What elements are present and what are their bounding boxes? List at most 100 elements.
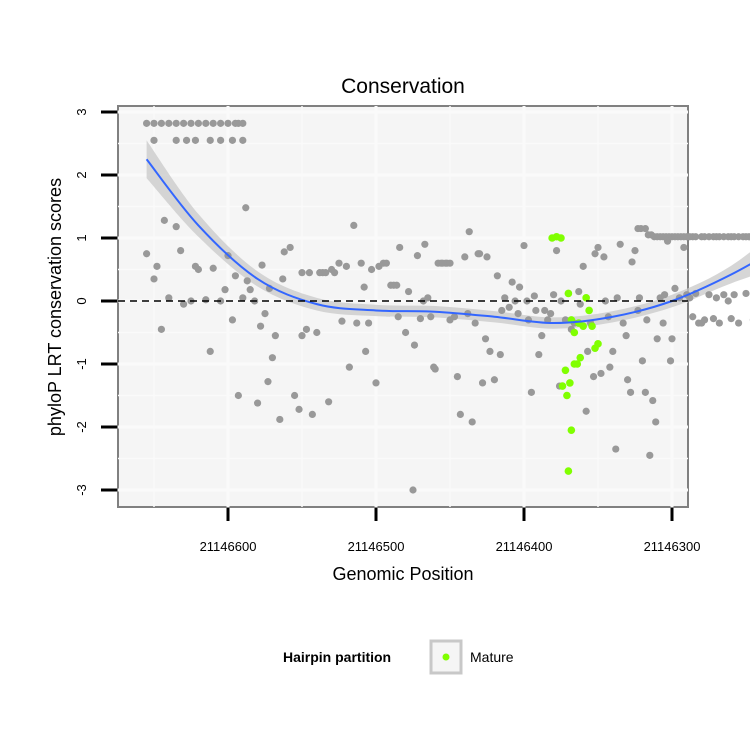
data-point [217,136,225,144]
data-point [730,291,738,299]
data-point [367,265,376,274]
data-point [584,347,592,355]
data-point [243,277,251,285]
data-point [427,313,435,321]
data-point [342,262,350,270]
mature-point [563,391,571,400]
mature-point [564,467,573,475]
data-point [187,119,195,127]
data-point [150,119,158,127]
data-point [493,272,501,280]
data-point [646,451,654,459]
data-point [258,261,266,269]
data-point [582,407,590,415]
data-point [601,297,610,305]
data-point [322,269,330,277]
data-point [705,291,713,299]
data-point [157,119,165,127]
data-point [246,286,254,294]
data-point [330,269,339,277]
data-point [530,292,538,300]
data-point [446,259,454,267]
data-point [668,335,676,343]
data-point [471,319,479,327]
data-point [550,291,558,299]
data-point [535,350,543,359]
data-point [501,294,509,302]
data-point [515,283,524,291]
data-point [234,119,242,127]
x-tick-label: 21146400 [496,539,553,554]
data-point [143,250,151,258]
data-point [234,391,242,400]
data-point [666,357,675,365]
chart-title: Conservation [341,75,465,98]
data-point [659,319,667,327]
data-point [416,315,424,323]
mature-point [567,426,576,434]
data-point [606,363,614,371]
data-point [692,233,700,241]
data-point [180,119,188,127]
data-point [295,405,303,413]
data-point [206,136,214,144]
data-point [353,319,361,327]
data-point [242,204,250,212]
data-point [641,224,649,233]
data-point [520,241,528,250]
data-point [256,322,265,330]
data-point [396,243,404,252]
data-point [372,379,380,387]
data-point [382,259,390,267]
x-tick-label: 21146500 [348,539,405,554]
data-point [450,313,459,321]
mature-point [566,379,574,387]
y-tick-label: 2 [74,171,89,178]
data-point [194,119,202,127]
mature-point [576,353,585,362]
data-point [715,319,723,327]
data-point [177,247,185,255]
y-axis-title: phyloP LRT conservation scores [45,178,65,436]
data-point [552,247,561,255]
data-point [153,262,161,270]
data-point [335,259,343,267]
data-point [202,296,210,304]
data-point [486,347,494,355]
data-point [661,291,669,299]
data-point [505,303,513,311]
data-point [276,415,284,424]
data-point [724,297,732,305]
data-point [609,347,617,355]
data-point [527,388,536,396]
data-point [597,369,605,378]
data-point [468,418,476,426]
legend-label-mature: Mature [470,649,514,665]
data-point [413,252,422,260]
data-point [338,317,346,325]
data-point [291,391,299,400]
data-point [456,410,464,418]
data-point [410,341,419,349]
data-point [689,313,697,321]
data-point [421,240,429,248]
data-point [209,264,217,272]
data-point [628,258,636,266]
data-point [280,248,288,256]
data-point [671,284,679,292]
mature-point [579,322,587,331]
data-point [576,300,584,308]
y-tick-label: 1 [74,234,89,241]
data-point [261,310,269,318]
data-point [544,316,552,324]
data-point [365,319,373,327]
data-point [224,119,232,127]
data-point [538,332,546,340]
data-point [652,418,660,426]
data-point [557,297,565,305]
data-point [165,294,173,302]
data-point [209,119,217,127]
data-point [643,316,651,324]
mature-point [557,234,565,242]
